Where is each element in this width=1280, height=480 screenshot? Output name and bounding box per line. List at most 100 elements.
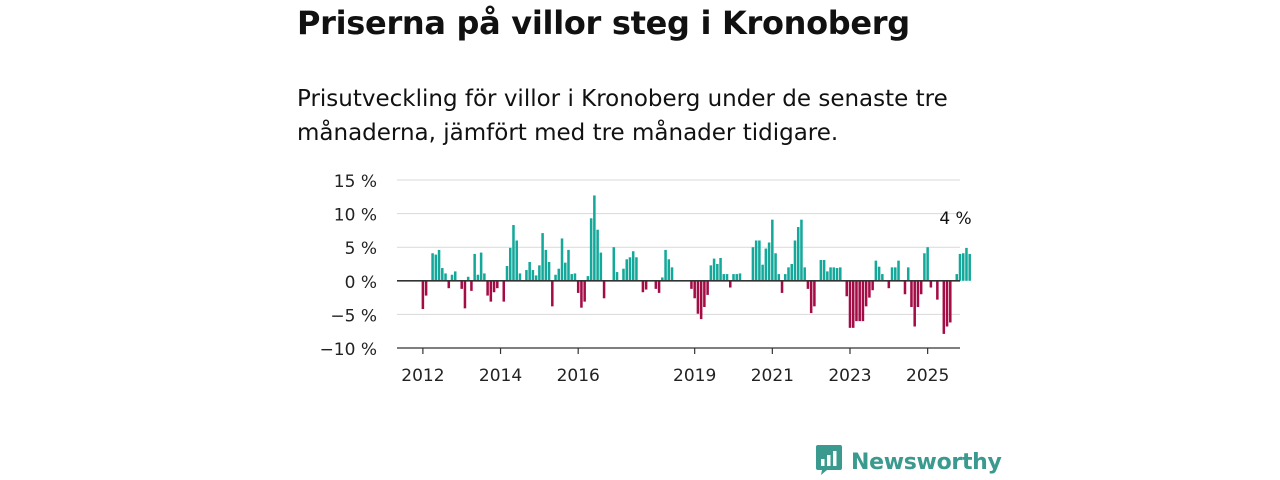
annotations: 4 % xyxy=(939,209,971,229)
x-tick-label: 2016 xyxy=(557,366,600,386)
bar xyxy=(641,280,645,293)
bar xyxy=(554,274,557,281)
bar xyxy=(628,257,632,281)
bar xyxy=(751,247,755,281)
bar xyxy=(596,229,599,281)
brand-name: Newsworthy xyxy=(851,449,1002,475)
bar xyxy=(771,219,774,281)
bar xyxy=(787,267,790,281)
bar xyxy=(848,280,852,328)
bar xyxy=(945,280,949,327)
bar xyxy=(473,253,476,281)
bar xyxy=(729,280,732,288)
bar xyxy=(441,268,444,281)
bar xyxy=(486,280,489,296)
bar xyxy=(906,267,910,281)
bar xyxy=(877,266,881,281)
bar xyxy=(926,247,929,281)
bar xyxy=(965,247,968,281)
bar xyxy=(551,280,554,307)
bar xyxy=(421,280,425,310)
bar xyxy=(534,275,538,281)
bar xyxy=(424,280,428,296)
bar xyxy=(644,280,648,290)
bar xyxy=(670,267,674,281)
bar xyxy=(563,262,567,281)
bar xyxy=(961,253,965,281)
bar xyxy=(919,280,923,295)
bar xyxy=(593,195,596,281)
y-tick-label: 5 % xyxy=(345,239,377,259)
bar-series xyxy=(421,195,971,334)
bar xyxy=(622,268,625,281)
bar xyxy=(809,280,813,314)
bar xyxy=(936,280,939,300)
bar xyxy=(696,280,700,314)
bar xyxy=(560,238,564,281)
bar xyxy=(851,280,855,328)
bar xyxy=(716,264,719,281)
bar xyxy=(845,280,849,297)
newsworthy-logo-icon xyxy=(815,444,843,480)
bar xyxy=(544,249,548,281)
bar xyxy=(780,280,784,293)
bar xyxy=(615,272,619,281)
bar xyxy=(664,249,667,281)
bar xyxy=(431,253,434,281)
x-tick-label: 2021 xyxy=(751,366,794,386)
bar xyxy=(858,280,861,322)
bar xyxy=(444,273,447,281)
bar xyxy=(583,280,586,302)
bar xyxy=(657,280,661,293)
bar xyxy=(586,276,590,281)
bar xyxy=(690,280,693,289)
bar xyxy=(460,280,463,289)
bar xyxy=(567,249,570,281)
bar xyxy=(777,274,781,281)
bar xyxy=(796,227,800,281)
bar xyxy=(492,280,496,293)
bar xyxy=(874,260,878,281)
bar xyxy=(735,274,738,281)
bar xyxy=(758,240,761,281)
bar xyxy=(829,267,832,281)
bar xyxy=(855,280,858,322)
bar xyxy=(722,274,726,281)
bar xyxy=(732,274,735,281)
bar xyxy=(515,240,518,281)
bar xyxy=(774,253,777,281)
bar xyxy=(839,267,842,281)
x-tick-label: 2023 xyxy=(828,366,871,386)
bar xyxy=(625,259,628,281)
bar xyxy=(505,266,509,281)
bar xyxy=(453,271,457,281)
bar xyxy=(913,280,916,327)
bar xyxy=(599,252,603,281)
y-tick-label: 10 % xyxy=(334,206,377,226)
bar xyxy=(800,219,803,281)
bar xyxy=(489,280,493,302)
bar xyxy=(693,280,696,299)
y-axis-tick-labels: 15 % 10 % 5 % 0 % −5 % −10 % xyxy=(320,172,377,360)
bar xyxy=(479,252,483,281)
bar xyxy=(602,280,606,299)
bar xyxy=(612,247,616,281)
bar xyxy=(897,260,900,281)
bar xyxy=(576,280,580,293)
bar xyxy=(635,257,638,281)
bar xyxy=(968,253,971,281)
bar xyxy=(570,274,573,281)
bar xyxy=(754,240,758,281)
bar xyxy=(447,280,451,289)
bar xyxy=(871,280,874,291)
bar xyxy=(903,280,907,295)
bar xyxy=(589,218,593,281)
bar xyxy=(793,240,797,281)
bar xyxy=(518,273,522,281)
bar xyxy=(502,280,506,302)
bar xyxy=(450,274,454,281)
newsworthy-logo[interactable]: Newsworthy xyxy=(815,444,1002,480)
bar xyxy=(541,233,544,281)
chart-title: Priserna på villor steg i Kronoberg xyxy=(297,4,910,42)
